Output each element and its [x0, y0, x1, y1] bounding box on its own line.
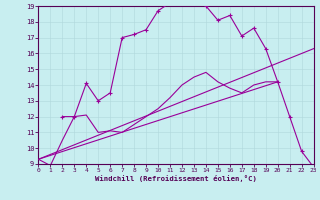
- X-axis label: Windchill (Refroidissement éolien,°C): Windchill (Refroidissement éolien,°C): [95, 175, 257, 182]
